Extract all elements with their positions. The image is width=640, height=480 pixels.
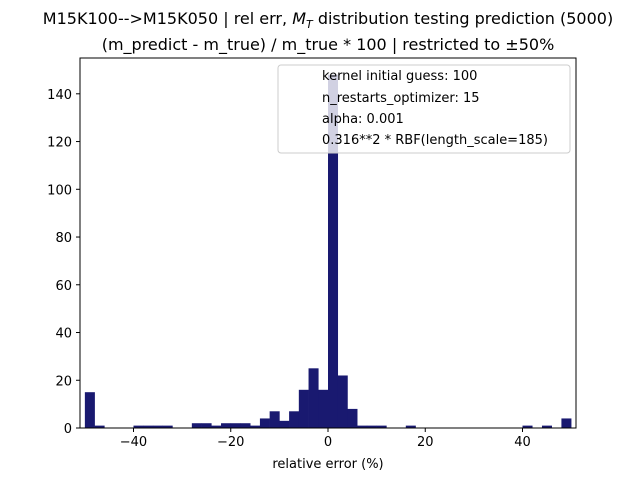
histogram-bar — [259, 418, 270, 428]
histogram-bar — [221, 423, 232, 428]
histogram-bar — [376, 425, 387, 428]
y-tick-label: 140 — [47, 88, 72, 103]
x-axis-ticks: −40 −20 0 20 40 — [120, 428, 531, 450]
histogram-bar — [289, 411, 300, 428]
legend-entry-kernel: 0.316**2 * RBF(length_scale=185) — [322, 133, 548, 148]
histogram-bar — [162, 425, 173, 428]
x-tick-label: −40 — [120, 435, 147, 450]
histogram-bar — [143, 425, 154, 428]
histogram-bar — [240, 423, 251, 428]
histogram-bar — [191, 423, 202, 428]
x-axis-label: relative error (%) — [272, 457, 383, 472]
y-tick-label: 40 — [55, 327, 72, 342]
histogram-bar — [405, 425, 416, 428]
histogram-bar — [211, 425, 222, 428]
y-tick-label: 20 — [55, 374, 72, 389]
y-axis-ticks: 0 20 40 60 80 100 120 140 — [47, 88, 80, 437]
legend-entry-kernel-initial-guess: kernel initial guess: 100 — [322, 69, 477, 84]
histogram-bar — [269, 411, 280, 428]
legend-entry-alpha: alpha: 0.001 — [322, 112, 404, 127]
histogram-bar — [133, 425, 144, 428]
histogram-bar — [366, 425, 377, 428]
x-tick-label: 40 — [514, 435, 531, 450]
histogram-bar — [561, 418, 572, 428]
histogram-bar — [337, 375, 348, 428]
histogram-bar — [328, 74, 339, 428]
y-tick-label: 80 — [55, 231, 72, 246]
chart-title-line1: M15K100-->M15K050 | rel err, MT distribu… — [43, 9, 613, 31]
bars-group — [84, 74, 572, 428]
histogram-bar — [318, 389, 329, 428]
y-tick-label: 60 — [55, 279, 72, 294]
legend: kernel initial guess: 100 n_restarts_opt… — [277, 64, 571, 154]
histogram-bar — [279, 420, 290, 428]
histogram-bar — [298, 389, 309, 428]
histogram-bar — [250, 425, 261, 428]
y-tick-label: 120 — [47, 136, 72, 151]
x-tick-label: −20 — [217, 435, 244, 450]
histogram-bar — [84, 392, 95, 428]
histogram-bar — [541, 425, 552, 428]
x-tick-label: 20 — [417, 435, 434, 450]
histogram-bar — [357, 425, 368, 428]
histogram-bar — [347, 408, 358, 428]
histogram-bar — [201, 423, 212, 428]
histogram-bar — [152, 425, 163, 428]
histogram-bar — [230, 423, 241, 428]
x-tick-label: 0 — [324, 435, 332, 450]
legend-entry-n-restarts: n_restarts_optimizer: 15 — [322, 91, 480, 106]
histogram-bar — [522, 425, 533, 428]
y-tick-label: 0 — [64, 422, 72, 437]
chart-title-line2: (m_predict - m_true) / m_true * 100 | re… — [102, 35, 555, 55]
legend-box — [277, 64, 571, 154]
histogram-bar — [308, 368, 319, 428]
histogram-bar — [94, 425, 105, 428]
y-tick-label: 100 — [47, 183, 72, 198]
